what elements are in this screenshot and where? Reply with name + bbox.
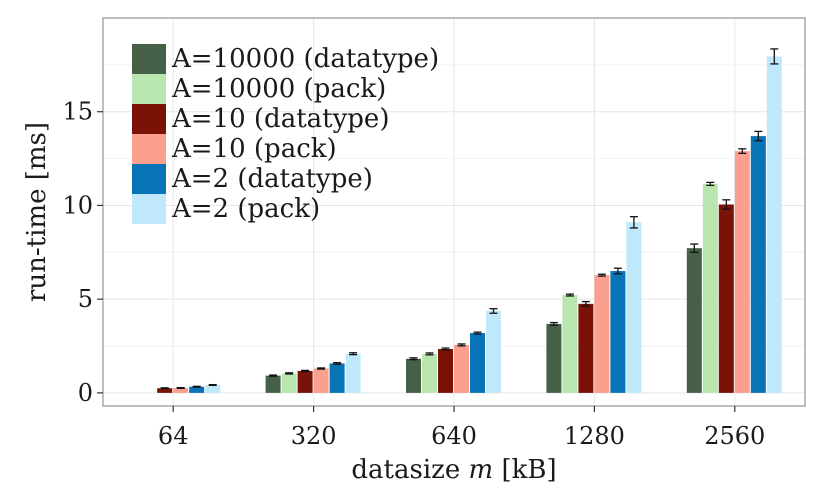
bar [281, 373, 297, 393]
x-tick-label: 640 [431, 422, 477, 450]
error-bar [565, 293, 574, 297]
x-tick-label: 64 [158, 422, 189, 450]
bar [594, 275, 610, 393]
error-bar [409, 357, 418, 361]
error-bar [738, 148, 747, 154]
bar [297, 370, 313, 393]
error-bar [722, 199, 731, 210]
error-bar [706, 181, 715, 187]
bar [189, 386, 205, 393]
bar [422, 353, 437, 393]
error-bar [489, 308, 498, 314]
legend-label: A=2 (pack) [171, 194, 320, 224]
error-bar [317, 367, 326, 370]
bar [406, 358, 421, 393]
x-axis-title-unit: [kB] [501, 455, 556, 485]
error-bar [160, 387, 169, 390]
error-bar [192, 385, 201, 388]
bar [313, 368, 329, 393]
error-bar [690, 243, 699, 253]
x-tick-label: 320 [291, 422, 337, 450]
bar [454, 344, 469, 393]
legend-swatch [132, 104, 166, 134]
error-bar [754, 130, 763, 142]
legend-swatch [132, 44, 166, 74]
legend-swatch [132, 194, 166, 224]
error-bar [301, 369, 310, 373]
error-bar [629, 216, 638, 229]
error-bar [581, 300, 590, 307]
error-bar [425, 352, 434, 356]
legend: A=10000 (datatype)A=10000 (pack)A=10 (da… [132, 44, 439, 224]
legend-label: A=10 (datatype) [171, 104, 389, 134]
error-bar [208, 383, 217, 387]
error-bar [176, 386, 185, 390]
bar [766, 56, 782, 393]
x-tick-label: 1280 [564, 422, 625, 450]
legend-label: A=10 (pack) [171, 134, 337, 164]
y-tick-label: 10 [62, 191, 93, 219]
bar [438, 349, 453, 393]
y-tick-label: 15 [62, 98, 93, 126]
y-axis-title: run-time [ms] [22, 122, 52, 302]
bar [578, 303, 594, 393]
x-axis-title-text: datasize [351, 455, 460, 485]
error-bar [349, 352, 358, 356]
bar [610, 271, 626, 393]
bar [546, 323, 562, 393]
legend-label: A=10000 (datatype) [171, 44, 439, 74]
bar [562, 295, 578, 393]
legend-swatch [132, 74, 166, 104]
error-bar [269, 374, 278, 377]
y-tick-label: 0 [78, 379, 93, 407]
error-bar [457, 343, 466, 347]
bar [345, 353, 361, 393]
bar [265, 375, 281, 393]
x-axis-title-variable: m [469, 455, 494, 485]
bar [329, 363, 345, 393]
bar [486, 310, 501, 393]
error-bar [285, 372, 294, 375]
legend-label: A=2 (datatype) [171, 164, 373, 194]
bar [734, 151, 750, 393]
bar [750, 136, 766, 393]
error-bar [770, 48, 779, 65]
bar [470, 333, 485, 393]
bar [157, 388, 173, 393]
grid-lines [103, 18, 805, 406]
legend-swatch [132, 164, 166, 194]
bar [686, 248, 702, 393]
bar [718, 204, 734, 393]
error-bar [549, 321, 558, 326]
x-tick-label: 2560 [704, 422, 765, 450]
error-bar [613, 267, 622, 275]
y-tick-label: 5 [78, 285, 93, 313]
legend-label: A=10000 (pack) [171, 74, 386, 104]
legend-swatch [132, 134, 166, 164]
bar [626, 222, 642, 393]
axes: 0 5 10 15 64 320 640 1280 2560 [62, 17, 806, 450]
bar [702, 183, 718, 393]
x-axis-title: datasize m [kB] [351, 455, 556, 485]
bar [173, 388, 189, 393]
bars [157, 48, 782, 393]
error-bar [597, 273, 606, 277]
error-bar [473, 331, 482, 335]
error-bar [441, 347, 450, 351]
error-bar [333, 362, 342, 365]
bar [205, 385, 221, 393]
